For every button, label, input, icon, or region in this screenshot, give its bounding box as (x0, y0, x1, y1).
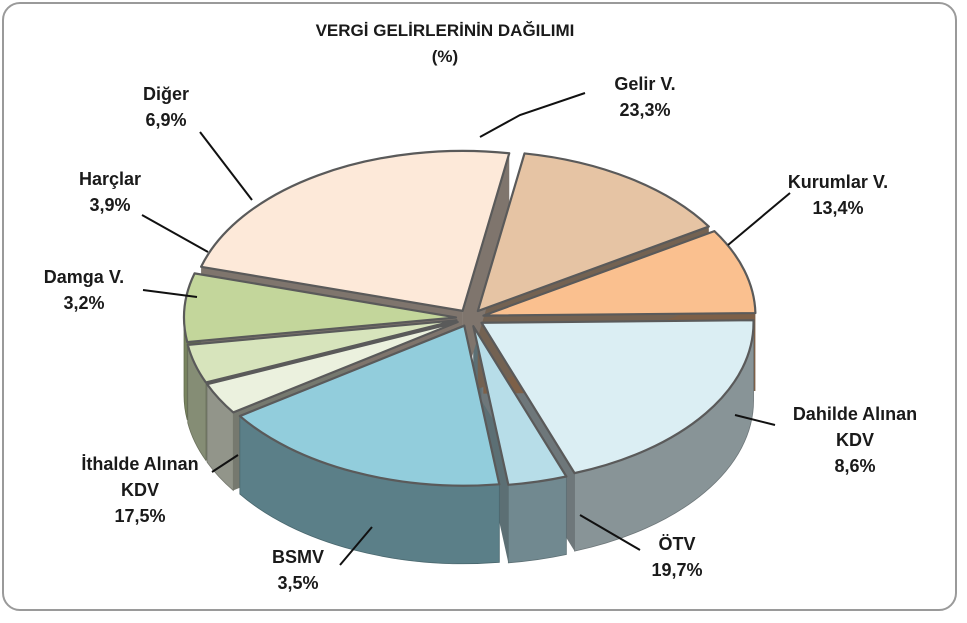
leader-line-1 (727, 192, 791, 246)
slice-7 (186, 319, 458, 384)
slice-name-4: BSMV (272, 547, 324, 567)
slice-name-0: Gelir V. (614, 74, 675, 94)
slice-value-8: 6,9% (145, 110, 186, 130)
slice-label-5: İthalde Alınan KDV 17,5% (81, 454, 198, 526)
slice-label-7: Harçlar 3,9% (79, 169, 141, 215)
slice-1 (476, 152, 710, 313)
slice-name-6: Damga V. (44, 267, 124, 287)
slice-0 (200, 149, 511, 312)
slice-8 (182, 272, 458, 344)
slice-5 (238, 324, 501, 487)
slice-name-7: Harçlar (79, 169, 141, 189)
slice-name-5: İthalde Alınan (81, 454, 198, 474)
chart-title: VERGİ GELİRLERİNİN DAĞILIMI (315, 21, 575, 40)
chart-subtitle: (%) (431, 47, 459, 66)
leader-line-3 (579, 514, 641, 551)
slice-name-3: ÖTV (658, 534, 695, 554)
slice-name-2: KDV (836, 430, 874, 450)
slice-value-6: 3,2% (63, 293, 104, 313)
slice-label-4: BSMV 3,5% (272, 547, 324, 593)
slice-value-2: 8,6% (834, 456, 875, 476)
slice-name-1: Kurumlar V. (788, 172, 888, 192)
slice-value-3: 19,7% (651, 560, 702, 580)
leader-line-6 (142, 289, 198, 298)
slice-3 (480, 319, 755, 475)
slice-label-6: Damga V. 3,2% (44, 267, 124, 313)
slice-label-3: ÖTV 19,7% (651, 534, 702, 580)
leader-line-2 (734, 414, 776, 426)
slice-4 (472, 325, 568, 486)
leader-line-7 (141, 214, 209, 253)
leader-line-4 (339, 526, 373, 566)
leader-line-8 (199, 131, 253, 201)
slice-value-7: 3,9% (89, 195, 130, 215)
slice-label-1: Kurumlar V. 13,4% (788, 172, 888, 218)
slice-label-0: Gelir V. 23,3% (614, 74, 675, 120)
slice-value-0: 23,3% (619, 100, 670, 120)
slice-value-1: 13,4% (812, 198, 863, 218)
slice-name-5: KDV (121, 480, 159, 500)
slice-name-8: Diğer (143, 84, 189, 104)
slice-value-5: 17,5% (114, 506, 165, 526)
chart-title-block: VERGİ GELİRLERİNİN DAĞILIMI (%) (230, 18, 660, 70)
leader-line-5 (211, 454, 239, 473)
slice-6 (206, 320, 459, 414)
slice-label-8: Diğer 6,9% (143, 84, 189, 130)
slice-label-2: Dahilde Alınan KDV 8,6% (793, 404, 917, 476)
slice-side-4 (507, 476, 567, 564)
slice-name-2: Dahilde Alınan (793, 404, 917, 424)
leader-line-0 (479, 92, 586, 138)
slice-value-4: 3,5% (277, 573, 318, 593)
slice-2 (482, 230, 757, 317)
